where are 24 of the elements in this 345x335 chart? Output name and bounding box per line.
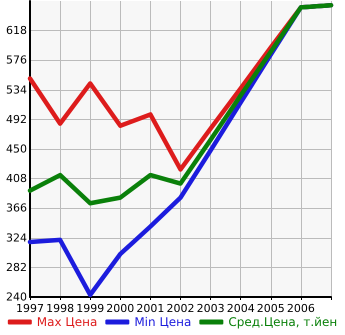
line-series: [28, 2, 334, 206]
x-tick-label: 2006: [286, 302, 315, 315]
y-tick-label: 282: [6, 260, 27, 274]
legend-label: Сред.Цена, т.йен: [228, 315, 338, 329]
y-tick-label: 240: [6, 290, 27, 304]
legend-label: Max Цена: [36, 315, 98, 329]
x-tick-label: 2000: [106, 302, 134, 315]
legend-label: Min Цена: [134, 315, 192, 329]
x-tick-label: 1999: [76, 302, 104, 315]
y-tick-label: 324: [6, 231, 27, 244]
x-tick-label: 2001: [136, 302, 164, 315]
y-tick-label: 450: [6, 142, 27, 156]
y-tick-label: 618: [6, 24, 27, 38]
x-tick-label: 2005: [256, 302, 285, 315]
x-tick-label: 2002: [166, 302, 194, 315]
y-tick-label: 534: [6, 83, 27, 96]
x-tick-label: 2003: [196, 302, 225, 315]
y-tick-label: 408: [6, 172, 27, 186]
y-tick-label: 576: [6, 54, 27, 67]
x-tick-label: 2004: [226, 302, 255, 315]
y-tick-label: 492: [6, 112, 27, 126]
y-tick-label: 366: [6, 202, 27, 215]
x-tick-label: 1998: [46, 302, 74, 315]
x-tick-label: 1997: [16, 302, 44, 315]
